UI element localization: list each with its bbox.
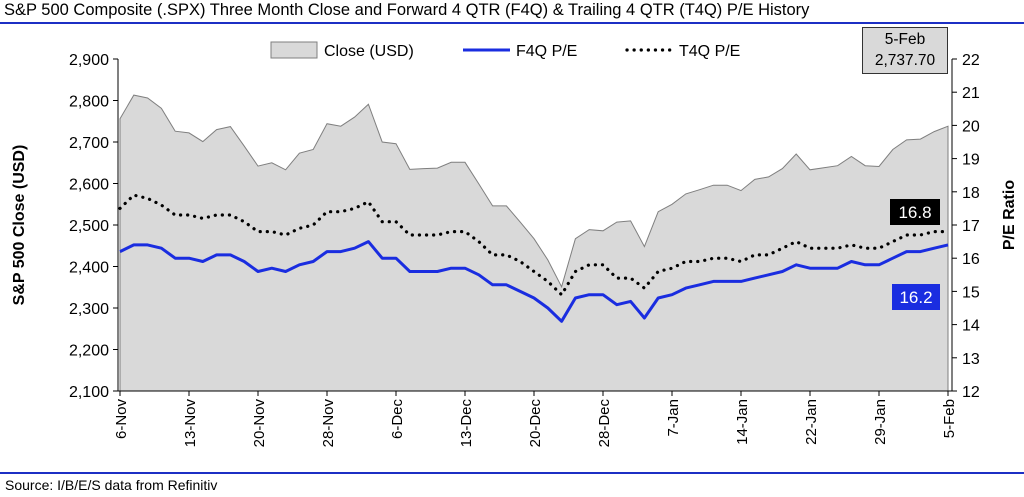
x-tick-label: 13-Nov [182,399,199,448]
t4q-line [118,193,950,298]
x-tick-label: 28-Dec [596,399,613,448]
x-tick-label: 6-Dec [389,399,406,440]
latest-close-date: 5-Feb [884,31,926,48]
right-tick-label: 20 [962,118,980,135]
right-tick-label: 13 [962,351,980,368]
x-tick-label: 5-Feb [941,399,958,438]
legend-t4q-label: T4Q P/E [679,43,740,60]
f4q-annotation-label: 16.2 [899,288,932,307]
left-tick-label: 2,300 [69,301,109,318]
right-tick-label: 12 [962,384,980,401]
left-tick-label: 2,700 [69,135,109,152]
f4q-line [119,240,949,323]
right-axis-title: P/E Ratio [1001,180,1018,250]
x-tick-label: 14-Jan [734,399,751,445]
t4q-annotation-box [890,199,940,225]
t4q-annotation-label: 16.8 [898,203,931,222]
left-tick-label: 2,200 [69,343,109,360]
legend-f4q-label: F4Q P/E [516,43,577,60]
right-tick-label: 22 [962,52,980,69]
legend-close-label: Close (USD) [324,43,414,60]
close-area [119,94,949,392]
source-rule [0,472,1024,474]
right-tick-label: 15 [962,284,980,301]
latest-close-value: 2,737.70 [874,52,936,69]
x-tick-label: 13-Dec [458,399,475,448]
right-tick-label: 21 [962,85,980,102]
chart-title: S&P 500 Composite (.SPX) Three Month Clo… [4,1,810,19]
x-tick-label: 20-Dec [527,399,544,448]
right-tick-label: 19 [962,152,980,169]
latest-close-box: 5-Feb 2,737.70 [862,27,948,74]
right-tick-label: 18 [962,185,980,202]
title-rule [0,22,1024,24]
right-tick-label: 14 [962,318,980,335]
x-tick-label: 22-Jan [803,399,820,445]
right-tick-label: 16 [962,251,980,268]
f4q-annotation-box [892,284,940,310]
x-tick-label: 29-Jan [872,399,889,445]
left-tick-label: 2,600 [69,177,109,194]
left-axis-title: S&P 500 Close (USD) [11,145,28,306]
pe-history-chart: 2,100 2,200 2,300 2,400 2,500 2,600 2,700 2,800… [11,41,1018,448]
right-tick-label: 17 [962,218,980,235]
x-tick-label: 28-Nov [320,399,337,448]
x-tick-label: 6-Nov [113,399,130,440]
source-note: Source: I/B/E/S data from Refinitiv [5,477,218,493]
left-tick-label: 2,900 [69,52,109,69]
left-tick-label: 2,100 [69,384,109,401]
left-tick-label: 2,400 [69,260,109,277]
left-tick-label: 2,500 [69,218,109,235]
left-tick-label: 2,800 [69,94,109,111]
x-tick-label: 20-Nov [251,399,268,448]
legend-close-swatch [270,41,318,59]
x-tick-label: 7-Jan [665,399,682,437]
